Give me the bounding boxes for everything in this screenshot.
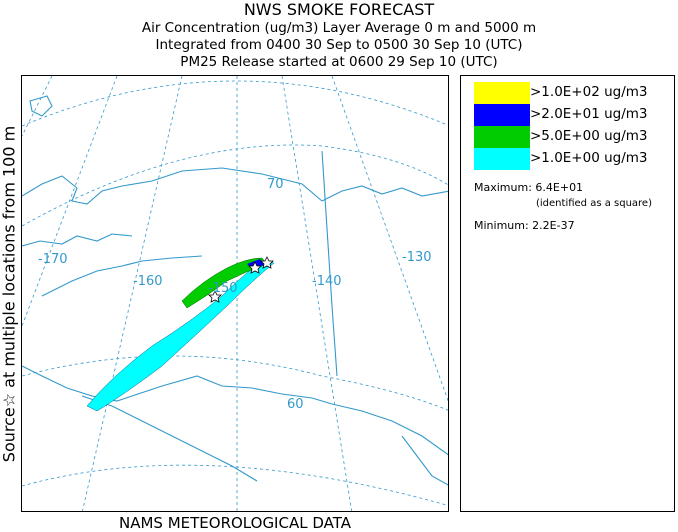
lon-label: -130 [402,250,432,265]
concentration-subtitle: Air Concentration (ug/m3) Layer Average … [141,20,537,36]
legend-label: >1.0E+00 ug/m3 [530,150,648,166]
source-star [248,261,262,274]
legend-swatch-cyan [474,148,530,170]
data-source-label: NAMS METEOROLOGICAL DATA [119,514,351,532]
lat-label: 70 [267,177,284,192]
graticule-lon-140 [281,76,353,511]
border-canada [321,150,338,377]
coast-canada [321,185,448,202]
graticule-lon-170 [22,76,118,327]
legend-swatch-green [474,126,530,148]
graticule-lon-160 [82,76,183,511]
integration-period: Integrated from 0400 30 Sep to 0500 30 S… [155,37,523,53]
lon-label: -160 [133,274,163,289]
source-star [208,290,222,303]
coast-peninsula [81,395,258,482]
graticule-lat-75 [22,80,448,127]
legend-label: >5.0E+00 ug/m3 [530,128,648,144]
legend-swatch-yellow [474,82,530,104]
smoke-map: -170 -160 -150 -140 -130 70 60 [21,75,449,512]
maximum-note: (identified as a square) [536,198,652,209]
map-canvas: -170 -160 -150 -140 -130 70 60 [22,76,448,511]
graticule [22,76,448,511]
forecast-title: NWS SMOKE FORECAST [243,0,435,19]
coast-gulf [22,365,448,456]
coast-seward [22,233,133,247]
source-markers [208,256,274,303]
source-label: Source☆ at multiple locations from 100 m [0,125,19,462]
minimum-label: Minimum: 2.2E-37 [474,219,575,232]
graticule-lon-130 [331,76,448,402]
source-label-container: Source☆ at multiple locations from 100 m [0,75,20,512]
graticule-lat-70 [22,144,448,227]
coast-norton [41,255,203,297]
lon-label: -170 [38,252,68,267]
graticule-lat-55 [22,464,448,506]
plume-low [86,260,275,412]
legend-label: >2.0E+01 ug/m3 [530,106,648,122]
maximum-label: Maximum: 6.4E+01 [474,181,584,194]
source-star [260,256,274,269]
coast-north [22,167,323,205]
graticule-lon-180 [22,76,53,137]
graticule-lat-60 [22,355,448,411]
legend-label: >1.0E+02 ug/m3 [530,84,648,100]
lon-label: -140 [312,274,342,289]
legend: >1.0E+02 ug/m3 >2.0E+01 ug/m3 >5.0E+00 u… [460,75,675,512]
release-info: PM25 Release started at 0600 29 Sep 10 (… [180,54,498,70]
coast-panhandle [401,435,448,486]
coastlines [22,95,448,486]
legend-swatch-blue [474,104,530,126]
lon-label: -150 [208,281,238,296]
coast-russia [29,95,53,117]
lat-label: 60 [287,397,304,412]
